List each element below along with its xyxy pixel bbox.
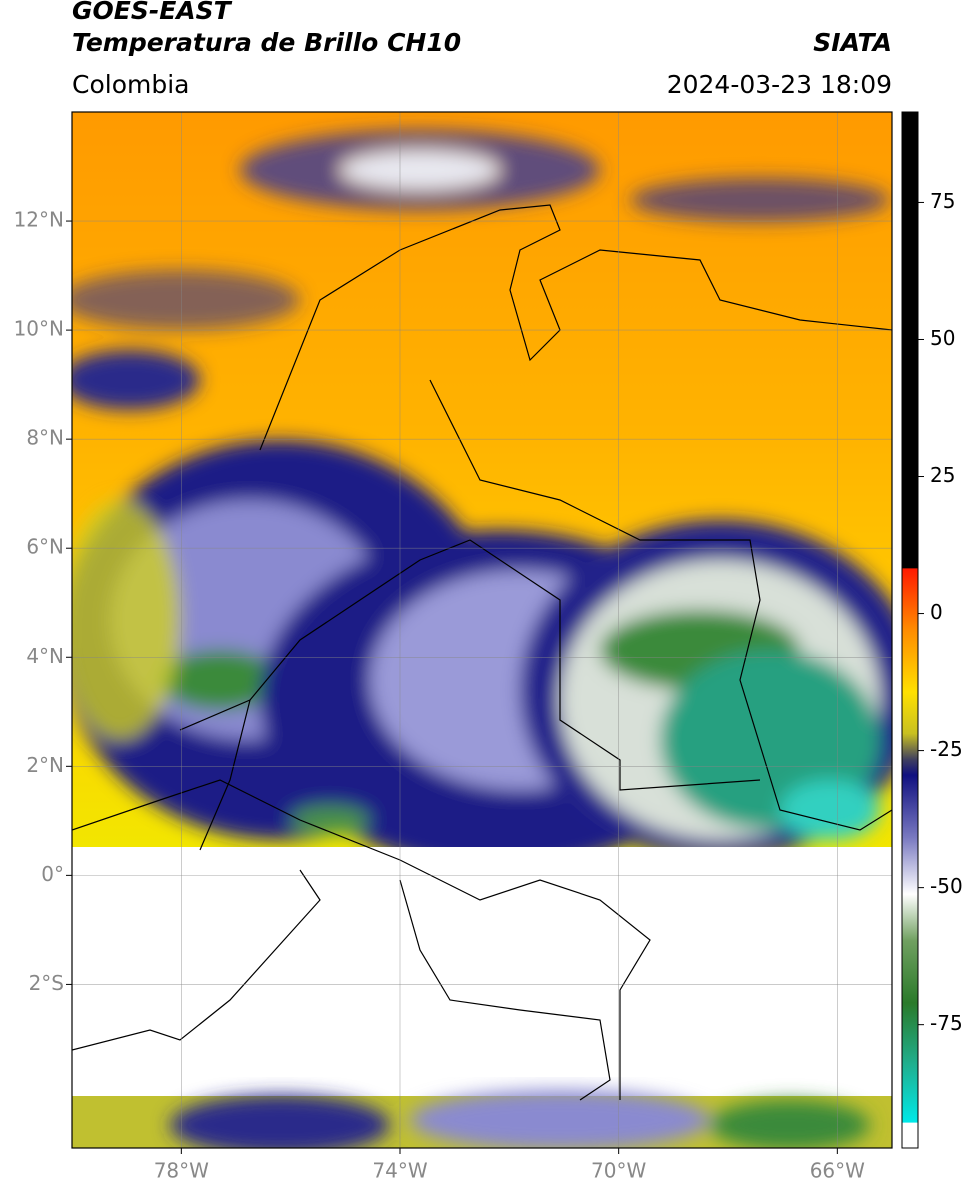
colorbar-tick-label: 25: [930, 463, 955, 487]
satellite-image: [72, 112, 892, 1148]
no-data-band: [72, 847, 892, 1096]
y-tick-label: 2°N: [26, 753, 64, 777]
x-tick-label: 78°W: [154, 1159, 209, 1183]
borders: [72, 204, 892, 1101]
y-tick-label: 4°N: [26, 644, 64, 668]
bottom-clouds: [170, 1090, 870, 1148]
grid: [72, 112, 892, 1148]
colorbar-tick-label: 50: [930, 326, 955, 350]
x-tick-label: 70°W: [591, 1159, 646, 1183]
colorbar-tick-label: -50: [930, 874, 963, 898]
colorbar: [901, 111, 919, 1149]
y-tick-label: 0°: [41, 862, 64, 886]
y-tick-label: 6°N: [26, 535, 64, 559]
region: Colombia: [72, 70, 189, 99]
map-frame: [71, 111, 893, 1149]
colorbar-tick-label: 0: [930, 600, 943, 624]
colorbar-tick-label: -25: [930, 737, 963, 761]
x-tick-label: 74°W: [372, 1159, 427, 1183]
subtitle: Temperatura de Brillo CH10: [72, 28, 461, 57]
colorbar-tick-label: -75: [930, 1011, 963, 1035]
timestamp: 2024-03-23 18:09: [667, 70, 892, 99]
source: SIATA: [813, 28, 892, 57]
y-tick-label: 2°S: [29, 971, 64, 995]
title: GOES-EAST: [72, 0, 233, 25]
colorbar-tick-label: 75: [930, 189, 955, 213]
cloud-field: [72, 130, 892, 870]
y-tick-label: 10°N: [14, 317, 64, 341]
y-tick-label: 8°N: [26, 426, 64, 450]
x-tick-label: 66°W: [810, 1159, 865, 1183]
y-tick-label: 12°N: [14, 208, 64, 232]
